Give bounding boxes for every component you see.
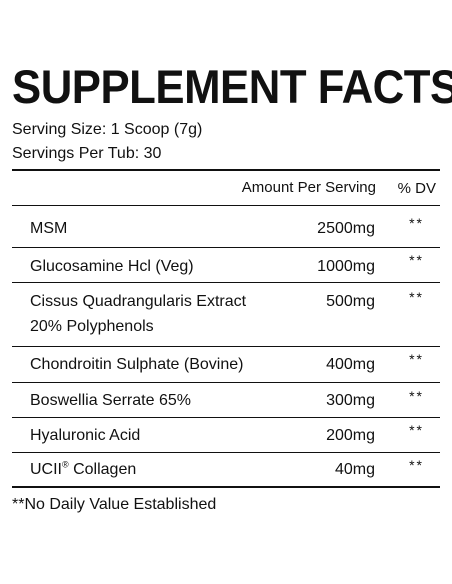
ingredient-dv: ** bbox=[409, 215, 424, 231]
ingredient-amount: 300mg bbox=[326, 392, 375, 409]
table-row: Chondroitin Sulphate (Bovine) 400mg ** bbox=[12, 347, 440, 382]
ingredient-name-rest: Collagen bbox=[68, 461, 137, 478]
table-bottom-rule bbox=[12, 486, 440, 488]
table-row: UCII® Collagen 40mg ** bbox=[12, 453, 440, 486]
row-divider bbox=[12, 417, 440, 418]
ingredient-name: Hyaluronic Acid bbox=[30, 427, 141, 444]
header-bottom-rule bbox=[12, 205, 440, 206]
ingredient-name: Glucosamine Hcl (Veg) bbox=[30, 258, 194, 275]
servings-per-tub: Servings Per Tub: 30 bbox=[12, 145, 162, 162]
table-row: Cissus Quadrangularis Extract 20% Polyph… bbox=[12, 283, 440, 346]
ingredient-name: MSM bbox=[30, 220, 68, 237]
ingredient-dv: ** bbox=[409, 351, 424, 367]
supplement-facts-title: SUPPLEMENT FACTS bbox=[12, 60, 452, 113]
amount-per-serving-header: Amount Per Serving bbox=[241, 179, 376, 196]
row-divider bbox=[12, 247, 440, 248]
table-row: Glucosamine Hcl (Veg) 1000mg ** bbox=[12, 248, 440, 282]
ingredient-dv: ** bbox=[409, 388, 424, 404]
ingredient-amount: 40mg bbox=[334, 461, 375, 478]
header-top-rule bbox=[12, 169, 440, 171]
ingredient-amount: 1000mg bbox=[317, 258, 375, 275]
ingredient-name: Chondroitin Sulphate (Bovine) bbox=[30, 356, 244, 373]
ingredient-dv: ** bbox=[409, 252, 424, 268]
ingredient-dv: ** bbox=[409, 457, 424, 473]
row-divider bbox=[12, 346, 440, 347]
ingredient-name: UCII® Collagen bbox=[30, 459, 136, 481]
ingredient-amount: 2500mg bbox=[317, 220, 375, 237]
row-divider bbox=[12, 282, 440, 283]
table-row: Boswellia Serrate 65% 300mg ** bbox=[12, 383, 440, 417]
table-row: Hyaluronic Acid 200mg ** bbox=[12, 418, 440, 452]
ingredient-name-main: UCII bbox=[30, 461, 62, 478]
ingredient-name-detail: 20% Polyphenols bbox=[30, 318, 154, 335]
table-row: MSM 2500mg ** bbox=[12, 206, 440, 247]
row-divider bbox=[12, 382, 440, 383]
ingredient-amount: 500mg bbox=[326, 293, 375, 310]
daily-value-header: % DV bbox=[397, 180, 436, 197]
registered-mark: ® bbox=[62, 459, 69, 470]
ingredient-dv: ** bbox=[409, 422, 424, 438]
ingredient-dv: ** bbox=[409, 289, 424, 305]
ingredient-amount: 400mg bbox=[326, 356, 375, 373]
ingredient-name: Cissus Quadrangularis Extract bbox=[30, 293, 247, 310]
footnote: **No Daily Value Established bbox=[12, 496, 217, 513]
ingredient-amount: 200mg bbox=[326, 427, 375, 444]
serving-size: Serving Size: 1 Scoop (7g) bbox=[12, 121, 203, 138]
row-divider bbox=[12, 452, 440, 453]
ingredient-name: Boswellia Serrate 65% bbox=[30, 392, 191, 409]
